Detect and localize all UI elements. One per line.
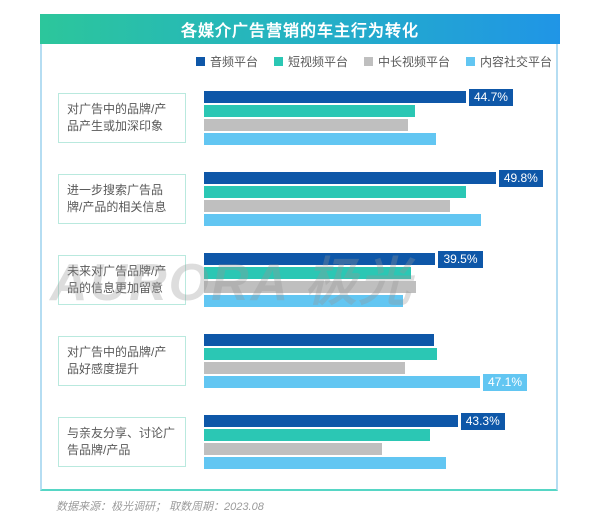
legend-label: 音频平台 [210, 55, 259, 69]
legend: 音频平台 短视频平台 中长视频平台 内容社交平台 [196, 53, 552, 70]
bar-row [204, 362, 558, 374]
bar [204, 214, 482, 226]
bar [204, 172, 496, 184]
bar-group: 对广告中的品牌/产品好感度提升 47.1% [42, 334, 558, 391]
legend-item: 短视频平台 [274, 53, 348, 70]
bar-stack: 47.1% [204, 334, 558, 391]
bar [204, 281, 417, 293]
bar [204, 119, 408, 131]
bar-row [204, 186, 558, 198]
bar [204, 295, 404, 307]
bar-row [204, 295, 558, 307]
bar-row: 39.5% [204, 250, 558, 268]
bar-stack: 43.3% [204, 412, 558, 469]
bar [204, 443, 383, 455]
bar-row [204, 457, 558, 469]
bar-row [204, 214, 558, 226]
legend-label: 短视频平台 [288, 55, 349, 69]
bar [204, 267, 411, 279]
bar-groups: 对广告中的品牌/产品产生或加深印象 44.7% 进一步搜索广告品牌/产品的相关信息 4… [42, 44, 558, 491]
bar-stack: 49.8% [204, 169, 558, 226]
bar-row: 49.8% [204, 169, 558, 187]
category-label: 进一步搜索广告品牌/产品的相关信息 [58, 173, 186, 225]
bar [204, 200, 451, 212]
value-badge: 49.8% [498, 169, 543, 187]
bar-group: 未来对广告品牌/产品的信息更加留意 39.5% [42, 250, 558, 307]
bar-row [204, 200, 558, 212]
chart-frame [40, 44, 558, 491]
bar [204, 253, 436, 265]
bar [204, 334, 434, 346]
chart-title: 各媒介广告营销的车主行为转化 [40, 14, 560, 44]
bar-group: 进一步搜索广告品牌/产品的相关信息 49.8% [42, 169, 558, 226]
bar-row: 47.1% [204, 373, 558, 391]
bar [204, 457, 447, 469]
bar-row [204, 133, 558, 145]
bar-group: 对广告中的品牌/产品产生或加深印象 44.7% [42, 88, 558, 145]
category-label: 未来对广告品牌/产品的信息更加留意 [58, 254, 186, 306]
bar-row [204, 348, 558, 360]
bar-row [204, 443, 558, 455]
value-badge: 47.1% [483, 373, 528, 391]
bar-stack: 39.5% [204, 250, 558, 307]
bar-row [204, 334, 558, 346]
legend-label: 内容社交平台 [480, 55, 553, 69]
bar-group: 与亲友分享、讨论广告品牌/产品 43.3% [42, 412, 558, 469]
bar-row: 44.7% [204, 88, 558, 106]
bar-row [204, 281, 558, 293]
category-label: 对广告中的品牌/产品好感度提升 [58, 335, 186, 387]
bar [204, 91, 466, 103]
category-label: 与亲友分享、讨论广告品牌/产品 [58, 416, 186, 468]
value-badge: 39.5% [438, 250, 483, 268]
bar [204, 429, 431, 441]
legend-swatch-icon [274, 57, 284, 66]
bar-row [204, 429, 558, 441]
legend-label: 中长视频平台 [378, 55, 451, 69]
legend-swatch-icon [196, 57, 205, 66]
bar [204, 376, 480, 388]
footer-note: 数据来源：极光调研； 取数周期：2023.08 [56, 501, 264, 513]
legend-item: 音频平台 [196, 53, 258, 70]
legend-swatch-icon [364, 57, 374, 66]
bar [204, 415, 458, 427]
bar-stack: 44.7% [204, 88, 558, 145]
value-badge: 43.3% [460, 412, 505, 430]
bar-row: 43.3% [204, 412, 558, 430]
value-badge: 44.7% [468, 88, 513, 106]
bar [204, 186, 466, 198]
bar-row [204, 105, 558, 117]
bar [204, 133, 437, 145]
bar [204, 362, 405, 374]
bar [204, 348, 438, 360]
legend-swatch-icon [466, 57, 476, 66]
legend-item: 内容社交平台 [466, 53, 552, 70]
bar-row [204, 119, 558, 131]
category-label: 对广告中的品牌/产品产生或加深印象 [58, 92, 186, 144]
bar [204, 105, 415, 117]
legend-item: 中长视频平台 [364, 53, 450, 70]
bar-row [204, 267, 558, 279]
